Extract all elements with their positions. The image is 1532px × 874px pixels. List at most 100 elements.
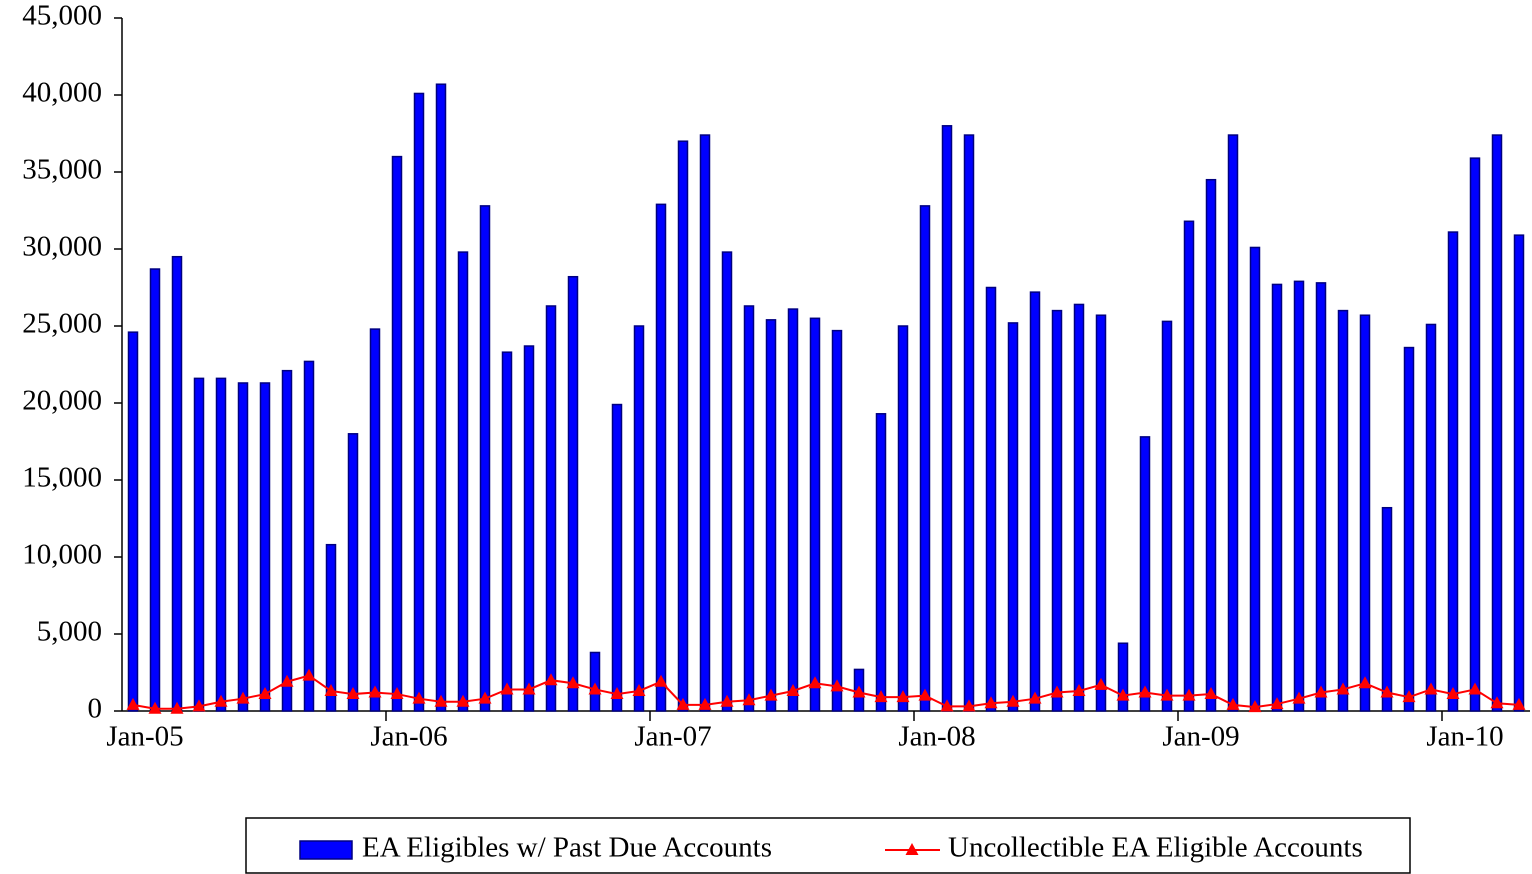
line-marker (1402, 690, 1416, 703)
line-marker (742, 693, 756, 706)
bar (1425, 323, 1437, 712)
bar (325, 543, 337, 712)
bar (369, 328, 381, 712)
bar (1271, 283, 1283, 712)
bar (1029, 291, 1041, 712)
line-marker (302, 668, 316, 681)
bar (1447, 231, 1459, 712)
bar (457, 251, 469, 712)
line-marker (1006, 694, 1020, 707)
bar (897, 325, 909, 712)
y-tick-label: 15,000 (22, 462, 102, 494)
bar (1139, 436, 1151, 712)
line-marker (368, 685, 382, 698)
line-marker (940, 699, 954, 712)
line-marker (456, 694, 470, 707)
bar (1403, 346, 1415, 712)
line-marker (1248, 700, 1262, 713)
line-marker (126, 697, 140, 710)
bar (655, 203, 667, 712)
line-marker (412, 691, 426, 704)
bar (281, 369, 293, 712)
bar (391, 155, 403, 712)
line-marker (1468, 682, 1482, 695)
x-tick-label: Jan-08 (898, 721, 975, 753)
bar (1007, 322, 1019, 712)
line-marker (962, 699, 976, 712)
x-tick-label: Jan-10 (1426, 721, 1503, 753)
bar (1227, 134, 1239, 712)
x-tick-label: Jan-05 (106, 721, 183, 753)
line-marker (544, 673, 558, 686)
legend-box (245, 817, 1411, 874)
line-marker (896, 690, 910, 703)
legend-label: EA Eligibles w/ Past Due Accounts (362, 832, 772, 864)
bar (347, 433, 359, 712)
bar (501, 351, 513, 712)
bar (523, 345, 535, 712)
line-marker (1380, 685, 1394, 698)
line-marker (1490, 696, 1504, 709)
line (132, 674, 1520, 710)
line-marker (610, 687, 624, 700)
x-tick-label: Jan-09 (1162, 721, 1239, 753)
line-marker (478, 691, 492, 704)
line-marker (170, 701, 184, 714)
line-marker (830, 679, 844, 692)
line-marker (720, 694, 734, 707)
bar (545, 305, 557, 712)
line-marker (654, 674, 668, 687)
bar (765, 319, 777, 712)
bar (1513, 234, 1525, 712)
line-marker (1204, 687, 1218, 700)
line-marker (764, 688, 778, 701)
line-marker (1314, 685, 1328, 698)
legend-label: Uncollectible EA Eligible Accounts (948, 832, 1363, 864)
line-marker (808, 676, 822, 689)
y-tick-label: 10,000 (22, 539, 102, 571)
line-marker (1050, 685, 1064, 698)
bar (875, 413, 887, 712)
y-tick-label: 5,000 (37, 616, 102, 648)
line-marker (280, 674, 294, 687)
line-marker (1292, 691, 1306, 704)
bar (743, 305, 755, 712)
line-marker (1336, 682, 1350, 695)
y-tick-label: 0 (88, 693, 103, 725)
line-marker (500, 682, 514, 695)
line-marker (1512, 697, 1526, 710)
bar (215, 377, 227, 712)
line-marker (434, 694, 448, 707)
bar (303, 360, 315, 712)
line-marker (1182, 688, 1196, 701)
bar (1161, 320, 1173, 712)
line-marker (1358, 676, 1372, 689)
line-marker (346, 687, 360, 700)
bar (1491, 134, 1503, 712)
line-marker (1072, 683, 1086, 696)
bar (1469, 157, 1481, 712)
bar (237, 382, 249, 712)
bar (259, 382, 271, 712)
line-marker (148, 701, 162, 714)
bar (831, 329, 843, 712)
line-marker (236, 691, 250, 704)
bar (589, 651, 601, 712)
line-marker (984, 696, 998, 709)
bar (193, 377, 205, 712)
bar (1315, 282, 1327, 712)
bar (413, 92, 425, 712)
bar (985, 286, 997, 712)
legend-swatch (299, 840, 353, 860)
line-marker (698, 697, 712, 710)
y-tick-label: 45,000 (22, 0, 102, 32)
bar (1073, 303, 1085, 712)
bar (1205, 178, 1217, 712)
bar (1381, 506, 1393, 712)
line-marker (1028, 691, 1042, 704)
bar (919, 205, 931, 712)
legend-marker (905, 843, 919, 855)
line-marker (324, 683, 338, 696)
x-tick-label: Jan-07 (634, 721, 711, 753)
